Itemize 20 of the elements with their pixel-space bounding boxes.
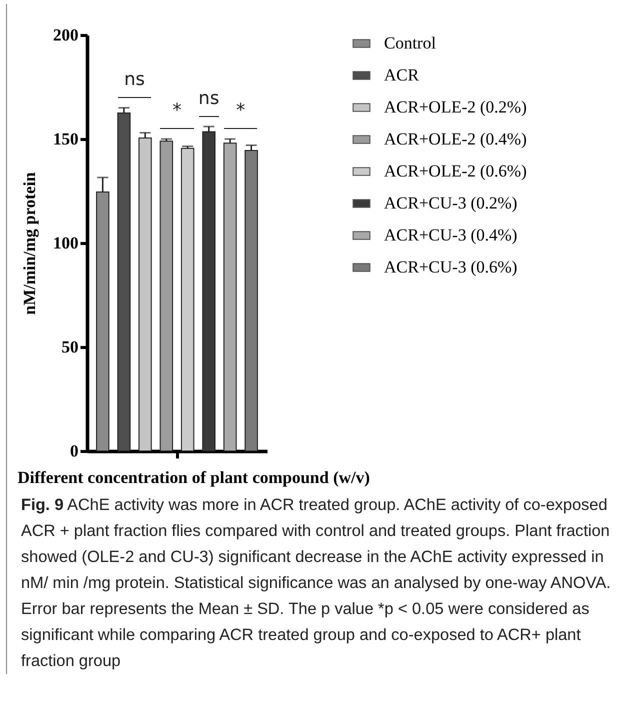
annotation: ns	[124, 68, 145, 90]
legend-label: ACR+CU-3 (0.6%)	[384, 258, 518, 276]
y-tick-label: 50	[62, 338, 78, 356]
legend-label: ACR+CU-3 (0.2%)	[384, 194, 518, 212]
legend-label: ACR+CU-3 (0.4%)	[384, 226, 518, 244]
y-tick-label: 200	[53, 26, 78, 44]
y-axis-title: nM/min/mg protein	[20, 172, 39, 315]
legend-label: ACR	[384, 66, 420, 84]
legend-label: ACR+OLE-2 (0.4%)	[384, 130, 527, 148]
legend-label: Control	[384, 34, 436, 52]
legend-label: ACR+OLE-2 (0.2%)	[384, 98, 527, 116]
annotation: *	[236, 100, 246, 121]
y-tick-label: 100	[53, 234, 78, 252]
annotation: ns	[198, 88, 220, 109]
y-tick-label: 0	[70, 442, 78, 460]
annotation: *	[172, 100, 182, 121]
y-tick-label: 150	[53, 130, 78, 148]
x-axis-title: Different concentration of plant compound (w/v)	[18, 468, 370, 487]
legend-label: ACR+OLE-2 (0.6%)	[384, 162, 527, 180]
caption: Fig. 9 AChE activity was more in ACR treated group. AChE activity of co-exposed ACR + plant fraction flies compared with control and treated groups. Plant fraction showed (OLE-2 and CU-3) significant decrease in the AChE activity expressed in nM/ min /mg protein. Statistical significance was an analysed by one-way ANOVA. Error bar represents the Mean ± SD. The p value *p < 0.05 were considered as significant while comparing ACR treated group and co-exposed to ACR+ plant fraction group	[21, 495, 612, 672]
